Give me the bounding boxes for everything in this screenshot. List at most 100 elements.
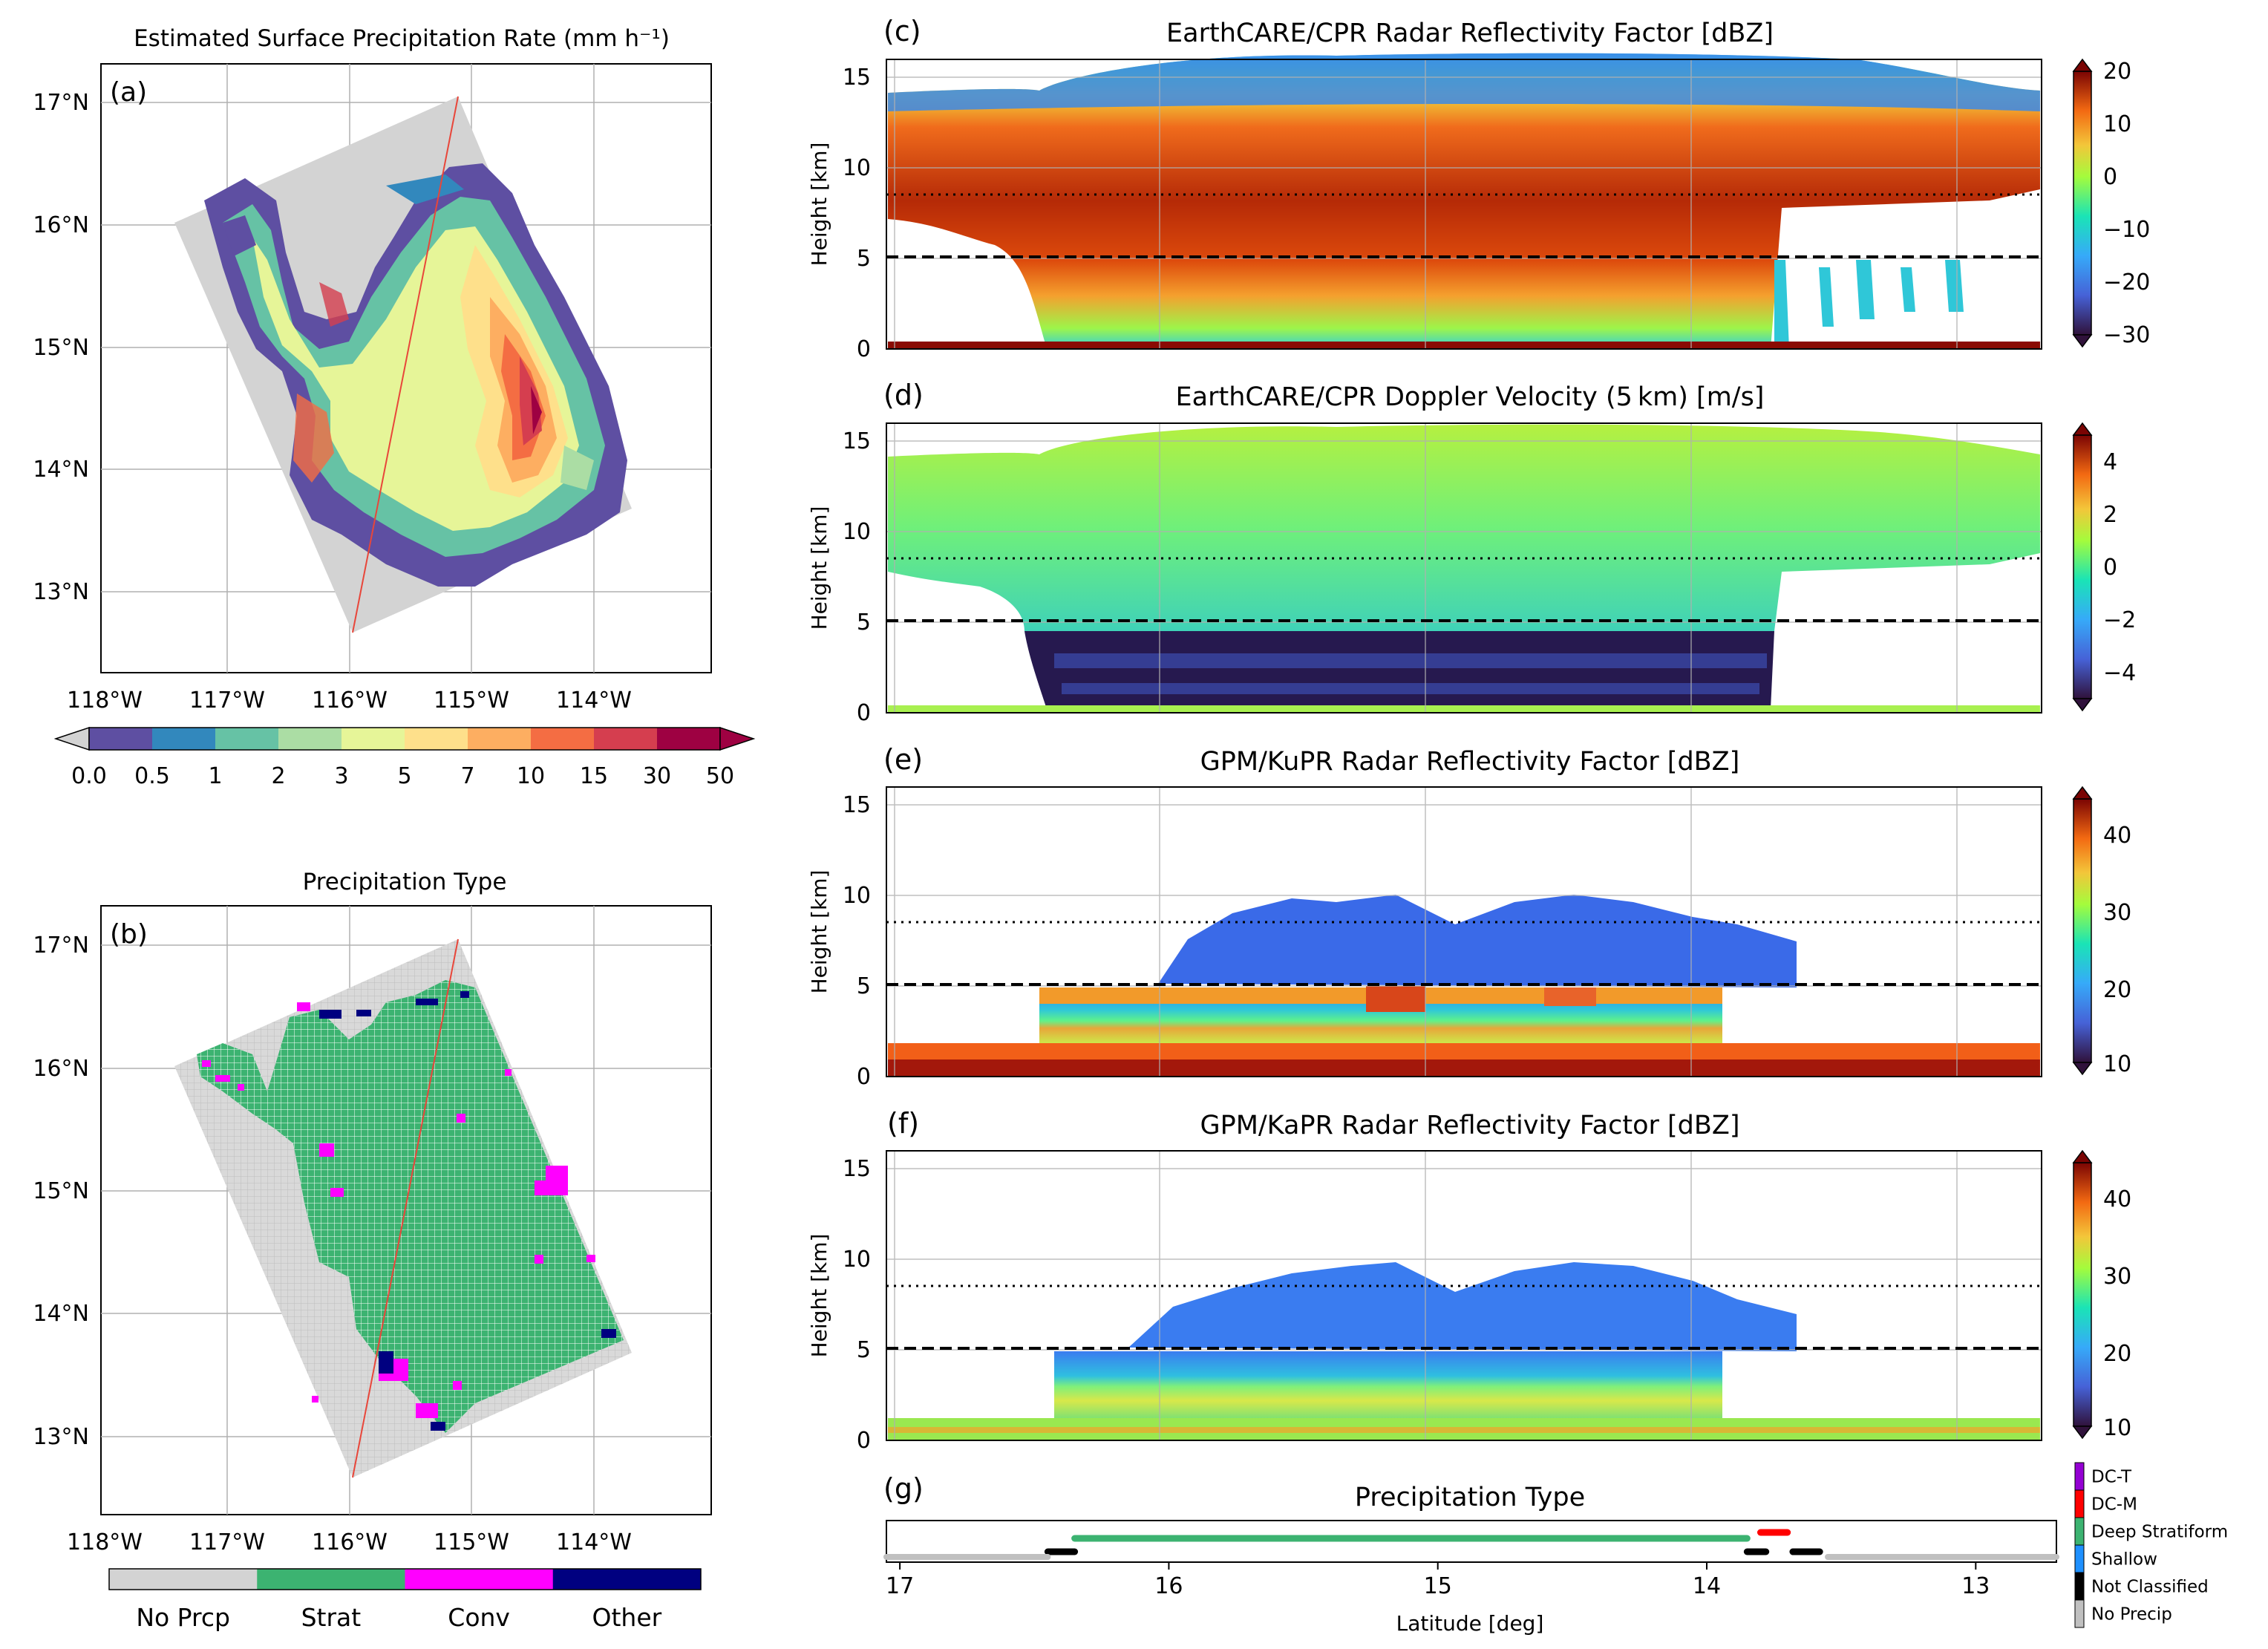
legend-swatch	[2074, 1572, 2085, 1601]
panel-e-axes	[886, 786, 2042, 1077]
panel-f-echo-body	[1054, 1351, 1722, 1422]
lon-tick: 114°W	[556, 1529, 632, 1555]
ytick: 0	[857, 1428, 871, 1454]
cbar-tick: 10	[2103, 1051, 2131, 1077]
panel-c-yticks: 0 5 10 15	[843, 65, 871, 362]
lat-tick: 13°N	[33, 579, 89, 605]
cbar-tick: 20	[2103, 59, 2131, 85]
legend-swatch	[2074, 1489, 2085, 1518]
legend-label: DC-M	[2091, 1495, 2137, 1515]
colorbar-cell	[405, 728, 468, 750]
colorbar-cell	[594, 728, 658, 750]
xtick-label: 14	[1693, 1573, 1721, 1599]
legend-swatch	[2074, 1462, 2085, 1491]
ytick: 10	[843, 155, 871, 181]
panel-e-echo-top	[1158, 895, 1797, 987]
ytick: 10	[843, 883, 871, 909]
panel-c-axes	[886, 59, 2042, 350]
panel-e-surface	[888, 1058, 2040, 1077]
panel-f-axes	[886, 1150, 2042, 1441]
panel-b-title: Precipitation Type	[303, 869, 507, 895]
legend-swatch	[257, 1569, 405, 1590]
lon-tick: 118°W	[67, 688, 143, 714]
colorbar-over-arrow	[719, 726, 756, 751]
ytick: 0	[857, 1064, 871, 1090]
colorbar-tick-label: 5	[397, 763, 411, 789]
panel-a-label: (a)	[110, 77, 147, 108]
legend-label: Other	[592, 1603, 662, 1632]
lon-tick: 115°W	[434, 1529, 509, 1555]
legend-outline	[108, 1568, 702, 1590]
panel-a-precip-field	[204, 163, 627, 587]
panel-d-colorbar: 4 2 0 −2 −4	[2072, 422, 2136, 712]
legend-label: No Precip	[2091, 1605, 2172, 1624]
panel-d-echo-upper	[888, 424, 2040, 631]
cbar-tick: 2	[2103, 502, 2117, 528]
legend-swatch	[2074, 1544, 2085, 1573]
cbar-tick: −30	[2103, 322, 2150, 348]
legend-swatch	[405, 1569, 554, 1590]
panel-e-ylabel: Height [km]	[807, 870, 831, 994]
cbar-tick: −2	[2103, 607, 2136, 633]
panel-d-label: (d)	[883, 379, 924, 411]
lon-tick: 114°W	[556, 688, 632, 714]
panel-d-echo-lower-texture	[1054, 653, 1767, 694]
cbar-tick: 0	[2103, 164, 2117, 190]
panel-f-label: (f)	[887, 1107, 919, 1140]
lat-tick: 15°N	[33, 335, 89, 361]
panel-a-lat-ticks: 17°N 16°N 15°N 14°N 13°N	[33, 90, 89, 605]
xtick-label: 17	[886, 1573, 914, 1599]
lat-tick: 14°N	[33, 457, 89, 483]
colorbar-cell	[468, 728, 532, 750]
legend-label: Deep Stratiform	[2091, 1523, 2228, 1542]
colorbar-tick-label: 15	[580, 763, 608, 789]
panel-c-colorbar: 20 10 0 −10 −20 −30	[2072, 58, 2150, 348]
lat-tick: 17°N	[33, 933, 89, 959]
legend-label: Conv	[448, 1603, 510, 1632]
legend-swatch	[552, 1569, 702, 1590]
panel-a: Estimated Surface Precipitation Rate (mm…	[33, 25, 756, 789]
ytick: 15	[843, 1156, 871, 1182]
panel-d-title: EarthCARE/CPR Doppler Velocity (5 km) [m…	[1176, 382, 1765, 412]
panel-g-xticks: 17 16 15 14 13	[886, 1562, 1990, 1599]
colorbar-tick-label: 2	[271, 763, 285, 789]
lat-tick: 16°N	[33, 212, 89, 238]
ytick: 10	[843, 1247, 871, 1273]
colorbar-cell	[341, 728, 405, 750]
cbar-tick: 40	[2103, 823, 2131, 849]
panel-g: (g) Precipitation Type 17 16 15 14 13 Latitu…	[883, 1462, 2228, 1636]
lon-tick: 117°W	[189, 1529, 265, 1555]
panel-b-lon-ticks: 118°W 117°W 116°W 115°W 114°W	[67, 1529, 632, 1555]
xtick-label: 16	[1154, 1573, 1183, 1599]
panel-f-surface-core	[888, 1427, 2040, 1433]
colorbar-tick-label: 30	[643, 763, 671, 789]
colorbar-cell	[278, 728, 342, 750]
panel-f-title: GPM/KaPR Radar Reflectivity Factor [dBZ]	[1200, 1111, 1739, 1140]
panel-c-label: (c)	[883, 15, 921, 48]
panel-c-ylabel: Height [km]	[807, 143, 831, 267]
panel-g-title: Precipitation Type	[1355, 1483, 1585, 1512]
lon-tick: 116°W	[312, 688, 388, 714]
ytick: 0	[857, 336, 871, 362]
legend-label: No Prcp	[136, 1603, 230, 1632]
cbar-tick: 20	[2103, 1341, 2131, 1367]
legend-label: Strat	[301, 1603, 362, 1632]
cbar-tick: −4	[2103, 660, 2136, 686]
colorbar-cell	[152, 728, 216, 750]
legend-swatch	[109, 1569, 258, 1590]
panel-e-bright-core-2	[1544, 987, 1596, 1006]
lat-tick: 16°N	[33, 1056, 89, 1082]
colorbar-tick-label: 1	[208, 763, 222, 789]
xtick-label: 13	[1961, 1573, 1990, 1599]
colorbar-cell	[657, 728, 721, 750]
panel-g-label: (g)	[883, 1472, 924, 1505]
colorbar-tick-label: 7	[460, 763, 474, 789]
panel-f-yticks: 0 5 10 15	[843, 1156, 871, 1454]
colorbar-cell	[531, 728, 595, 750]
panel-b-lat-ticks: 17°N 16°N 15°N 14°N 13°N	[33, 933, 89, 1450]
panel-g-legend: DC-T DC-M Deep Stratiform Shallow Not Classi…	[2074, 1462, 2228, 1628]
lat-tick: 15°N	[33, 1178, 89, 1204]
xtick-label: 15	[1424, 1573, 1452, 1599]
panel-e-surface-top	[888, 1043, 2040, 1059]
